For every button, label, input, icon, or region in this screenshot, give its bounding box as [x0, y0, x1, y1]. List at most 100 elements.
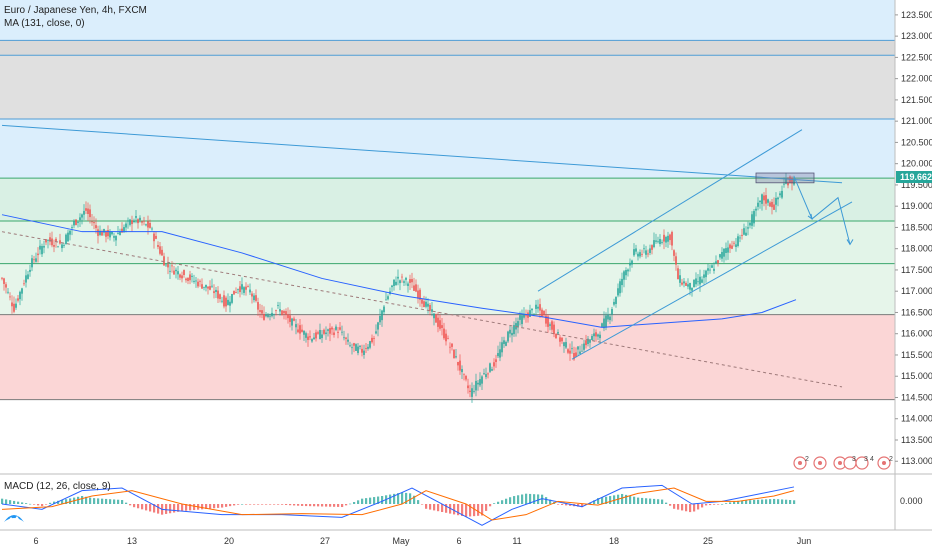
- candle[interactable]: [745, 232, 747, 236]
- candle[interactable]: [787, 182, 789, 186]
- candle[interactable]: [191, 275, 193, 277]
- candle[interactable]: [81, 214, 83, 218]
- candle[interactable]: [695, 278, 697, 285]
- candle[interactable]: [479, 379, 481, 386]
- candle[interactable]: [655, 240, 657, 242]
- candle[interactable]: [611, 309, 613, 315]
- candle[interactable]: [603, 318, 605, 329]
- candle[interactable]: [429, 304, 431, 311]
- candle[interactable]: [743, 228, 745, 235]
- projection-path[interactable]: [793, 176, 851, 245]
- candle[interactable]: [135, 216, 137, 218]
- candle[interactable]: [55, 238, 57, 242]
- candle[interactable]: [451, 343, 453, 347]
- candle[interactable]: [121, 228, 123, 233]
- candle[interactable]: [553, 324, 555, 335]
- candle[interactable]: [255, 295, 257, 301]
- candle[interactable]: [105, 231, 107, 237]
- candle[interactable]: [77, 221, 79, 223]
- candle[interactable]: [25, 275, 27, 283]
- candle[interactable]: [61, 244, 63, 249]
- candle[interactable]: [721, 251, 723, 259]
- candle[interactable]: [575, 352, 577, 357]
- candle[interactable]: [471, 388, 473, 397]
- candle[interactable]: [731, 245, 733, 249]
- candle[interactable]: [225, 297, 227, 307]
- candle[interactable]: [265, 314, 267, 317]
- candle[interactable]: [489, 363, 491, 372]
- candle[interactable]: [473, 390, 475, 392]
- candle[interactable]: [755, 208, 757, 211]
- candle[interactable]: [555, 333, 557, 339]
- candle[interactable]: [187, 277, 189, 282]
- candle[interactable]: [547, 316, 549, 327]
- candle[interactable]: [455, 356, 457, 358]
- candle[interactable]: [767, 199, 769, 203]
- candle[interactable]: [739, 237, 741, 239]
- candle[interactable]: [165, 264, 167, 266]
- candle[interactable]: [481, 376, 483, 384]
- candle[interactable]: [387, 296, 389, 300]
- candle[interactable]: [563, 342, 565, 347]
- candle[interactable]: [21, 288, 23, 294]
- candle[interactable]: [201, 284, 203, 289]
- candle[interactable]: [511, 332, 513, 336]
- candle[interactable]: [557, 332, 559, 334]
- candle[interactable]: [43, 246, 45, 248]
- candle[interactable]: [167, 264, 169, 268]
- candle[interactable]: [445, 333, 447, 342]
- candle[interactable]: [273, 314, 275, 316]
- candle[interactable]: [15, 303, 17, 308]
- candle[interactable]: [465, 375, 467, 380]
- candle[interactable]: [671, 231, 673, 246]
- candle[interactable]: [669, 234, 671, 241]
- candle[interactable]: [271, 312, 273, 317]
- candle[interactable]: [379, 315, 381, 323]
- candle[interactable]: [183, 270, 185, 275]
- candle[interactable]: [777, 197, 779, 200]
- candle[interactable]: [585, 340, 587, 346]
- candle[interactable]: [289, 315, 291, 322]
- candle[interactable]: [229, 301, 231, 306]
- candle[interactable]: [649, 248, 651, 254]
- candle[interactable]: [559, 337, 561, 342]
- candle[interactable]: [337, 331, 339, 333]
- candle[interactable]: [237, 289, 239, 291]
- candle[interactable]: [621, 278, 623, 286]
- candle[interactable]: [645, 250, 647, 255]
- candle[interactable]: [91, 221, 93, 223]
- candle[interactable]: [95, 225, 97, 229]
- candle[interactable]: [123, 227, 125, 232]
- candle[interactable]: [67, 232, 69, 242]
- candle[interactable]: [677, 268, 679, 280]
- candle[interactable]: [711, 265, 713, 268]
- candle[interactable]: [499, 349, 501, 358]
- trend-line[interactable]: [1, 124, 843, 184]
- candle[interactable]: [651, 245, 653, 250]
- candle[interactable]: [233, 290, 235, 295]
- candle[interactable]: [149, 222, 151, 228]
- candle[interactable]: [83, 211, 85, 215]
- candle[interactable]: [561, 337, 563, 342]
- candle[interactable]: [705, 270, 707, 278]
- candle[interactable]: [725, 248, 727, 253]
- candle[interactable]: [403, 281, 405, 283]
- candle[interactable]: [427, 303, 429, 307]
- candle[interactable]: [193, 280, 195, 282]
- candle[interactable]: [417, 290, 419, 299]
- candle[interactable]: [433, 313, 435, 319]
- candle[interactable]: [37, 253, 39, 256]
- candle[interactable]: [617, 288, 619, 296]
- candle[interactable]: [423, 301, 425, 308]
- candle[interactable]: [297, 329, 299, 333]
- candle[interactable]: [675, 256, 677, 265]
- candle[interactable]: [357, 346, 359, 354]
- candle[interactable]: [45, 239, 47, 243]
- candle[interactable]: [65, 234, 67, 245]
- candle[interactable]: [365, 348, 367, 349]
- candle[interactable]: [709, 269, 711, 271]
- candle[interactable]: [577, 346, 579, 350]
- candle[interactable]: [657, 241, 659, 243]
- candle[interactable]: [571, 348, 573, 350]
- candle[interactable]: [3, 278, 5, 284]
